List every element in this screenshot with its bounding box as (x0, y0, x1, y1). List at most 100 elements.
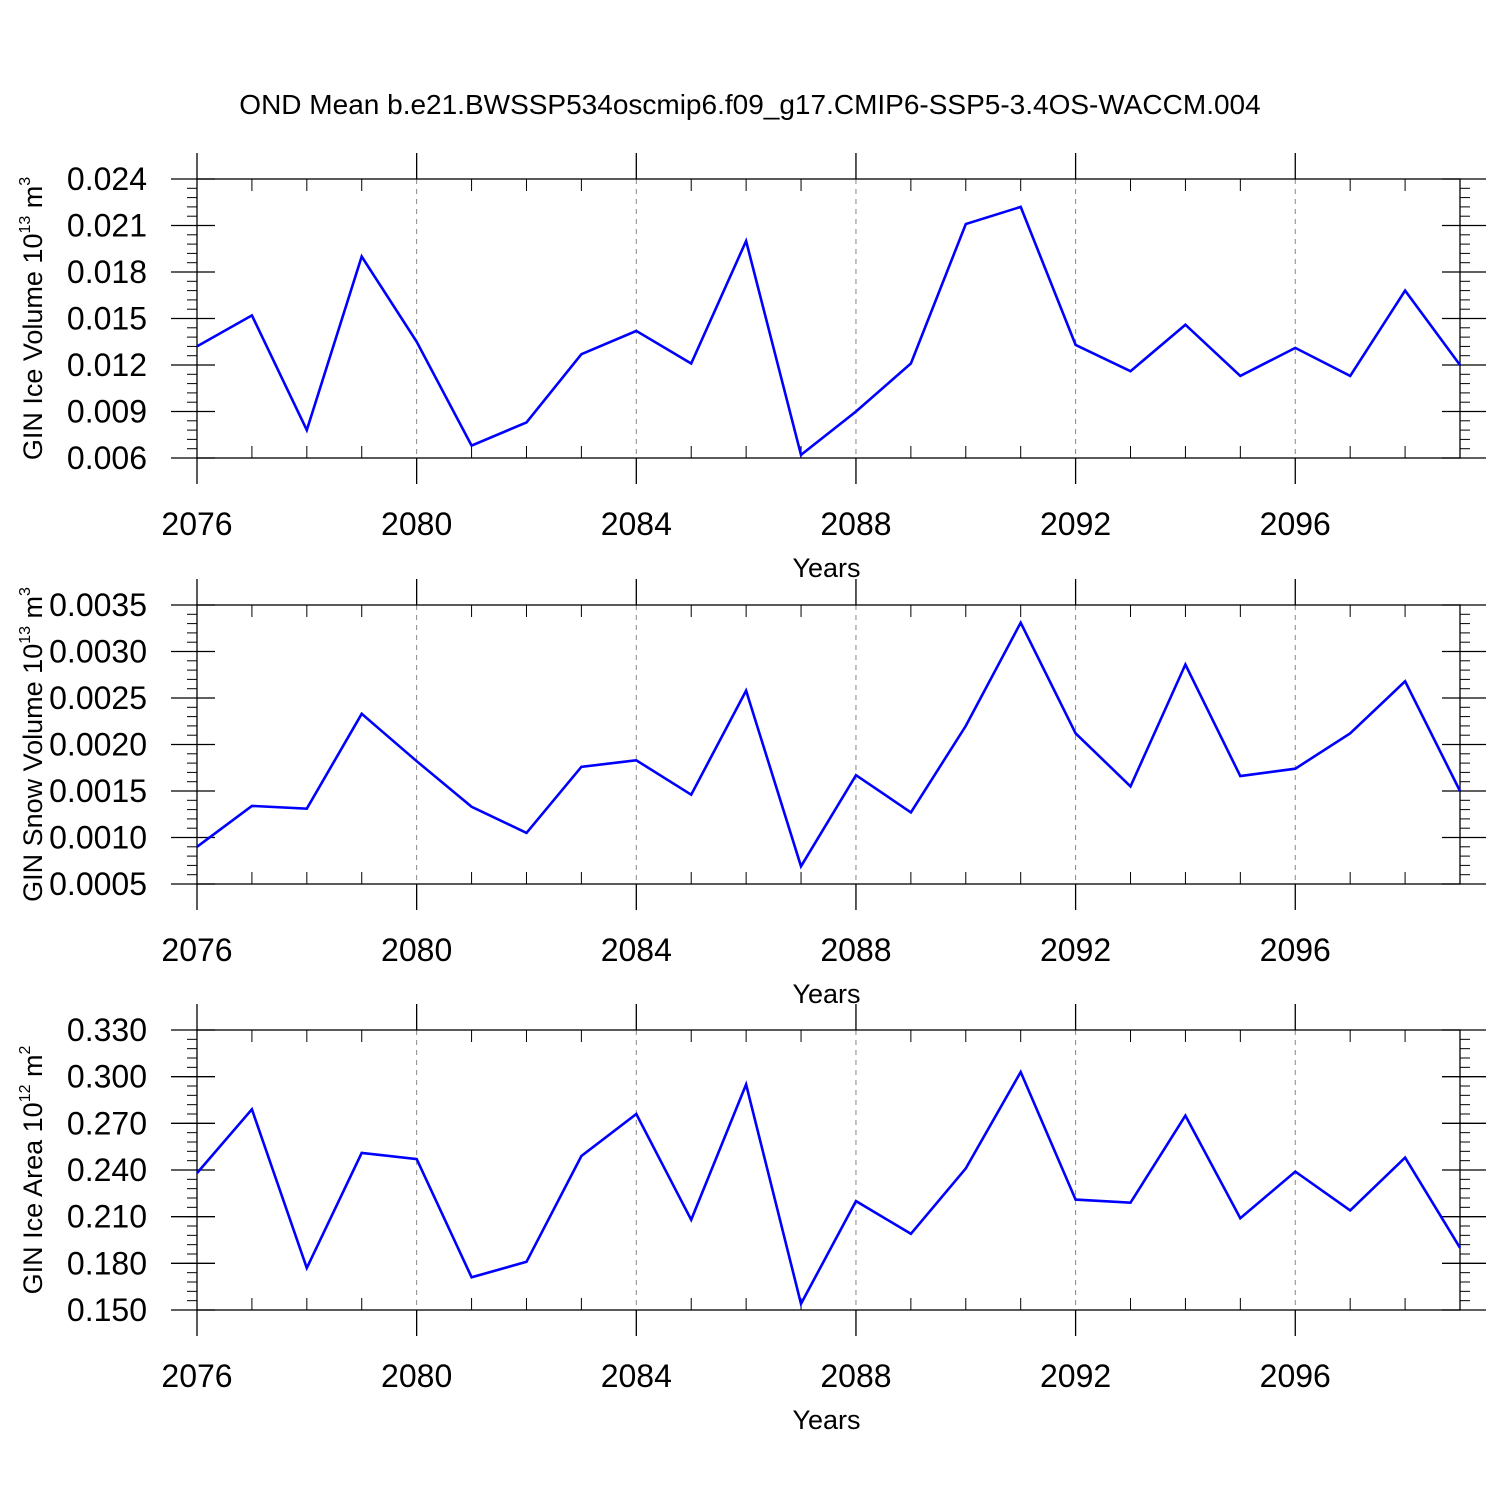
data-point-2098 (1403, 289, 1407, 293)
y-axis-label: GIN Ice Volume 1013 m3 (17, 177, 48, 460)
data-point-2095 (1238, 774, 1242, 778)
data-point-2096 (1293, 1170, 1297, 1174)
data-point-2081 (470, 805, 474, 809)
data-point-2081 (470, 1275, 474, 1279)
data-point-2091 (1019, 205, 1023, 209)
data-point-2081 (470, 444, 474, 448)
data-point-2088 (854, 410, 858, 414)
data-point-2080 (415, 340, 419, 344)
y-tick-label-0.024: 0.024 (67, 161, 147, 197)
data-point-2088 (854, 773, 858, 777)
data-point-2076 (195, 845, 199, 849)
y-tick-label-0.0010: 0.0010 (49, 820, 147, 856)
data-point-2087 (799, 453, 803, 457)
data-point-2082 (524, 1260, 528, 1264)
data-point-2085 (689, 361, 693, 365)
data-point-2087 (799, 1302, 803, 1306)
x-tick-label-2092: 2092 (1040, 1358, 1111, 1394)
data-point-2091 (1019, 1070, 1023, 1074)
data-point-2098 (1403, 1156, 1407, 1160)
data-point-2090 (964, 724, 968, 728)
x-tick-label-2096: 2096 (1260, 506, 1331, 542)
data-point-2076 (195, 1171, 199, 1175)
x-tick-label-2084: 2084 (601, 932, 672, 968)
y-tick-label-0.0025: 0.0025 (49, 680, 147, 716)
data-point-2083 (579, 1154, 583, 1158)
x-tick-label-2088: 2088 (820, 506, 891, 542)
data-point-2093 (1129, 1201, 1133, 1205)
data-point-2079 (360, 712, 364, 716)
data-point-2090 (964, 1166, 968, 1170)
data-point-2094 (1183, 323, 1187, 327)
data-point-2097 (1348, 1208, 1352, 1212)
figure-title: OND Mean b.e21.BWSSP534oscmip6.f09_g17.C… (239, 89, 1260, 120)
data-point-2096 (1293, 346, 1297, 350)
y-tick-label-0.0020: 0.0020 (49, 727, 147, 763)
x-tick-label-2076: 2076 (161, 932, 232, 968)
data-point-2097 (1348, 374, 1352, 378)
data-point-2079 (360, 1151, 364, 1155)
data-point-2086 (744, 1082, 748, 1086)
data-point-2095 (1238, 374, 1242, 378)
chart-panel-1: 2076 2080 2084 2088 2092 2096 0.006 0.009 0.012 0… (17, 153, 1486, 583)
data-point-2084 (634, 758, 638, 762)
data-point-2076 (195, 344, 199, 348)
y-tick-label-0.210: 0.210 (67, 1199, 147, 1235)
data-point-2092 (1074, 731, 1078, 735)
y-tick-label-0.021: 0.021 (67, 208, 147, 244)
data-point-2080 (415, 759, 419, 763)
data-point-2093 (1129, 784, 1133, 788)
data-point-2095 (1238, 1216, 1242, 1220)
data-point-2078 (305, 428, 309, 432)
data-point-2083 (579, 765, 583, 769)
chart-panel-2: 2076 2080 2084 2088 2092 2096 0.0005 0.0010 0.00… (17, 579, 1486, 1009)
data-point-2094 (1183, 1114, 1187, 1118)
y-tick-label-0.018: 0.018 (67, 254, 147, 290)
data-point-2089 (909, 1232, 913, 1236)
x-tick-label-2076: 2076 (161, 1358, 232, 1394)
data-point-2093 (1129, 369, 1133, 373)
y-tick-label-0.0005: 0.0005 (49, 866, 147, 902)
y-tick-label-0.015: 0.015 (67, 301, 147, 337)
x-tick-label-2096: 2096 (1260, 932, 1331, 968)
x-axis-label: Years (792, 1405, 860, 1435)
data-point-2089 (909, 810, 913, 814)
y-tick-label-0.0030: 0.0030 (49, 634, 147, 670)
y-tick-label-0.240: 0.240 (67, 1152, 147, 1188)
y-tick-label-0.330: 0.330 (67, 1012, 147, 1048)
panels: 2076 2080 2084 2088 2092 2096 0.006 0.009 0.012 0… (17, 153, 1486, 1435)
y-tick-label-0.0015: 0.0015 (49, 773, 147, 809)
x-tick-label-2080: 2080 (381, 1358, 452, 1394)
data-point-2099 (1458, 1246, 1462, 1250)
x-axis-label: Years (792, 979, 860, 1009)
y-tick-label-0.012: 0.012 (67, 347, 147, 383)
x-axis-label: Years (792, 553, 860, 583)
y-axis-label: GIN Snow Volume 1013 m3 (17, 587, 48, 902)
x-tick-label-2080: 2080 (381, 506, 452, 542)
data-point-2097 (1348, 731, 1352, 735)
data-point-2096 (1293, 767, 1297, 771)
data-point-2099 (1458, 789, 1462, 793)
data-point-2088 (854, 1199, 858, 1203)
data-point-2083 (579, 352, 583, 356)
data-point-2087 (799, 864, 803, 868)
data-point-2090 (964, 222, 968, 226)
data-point-2084 (634, 1112, 638, 1116)
y-tick-label-0.270: 0.270 (67, 1105, 147, 1141)
x-tick-label-2088: 2088 (820, 1358, 891, 1394)
x-tick-label-2092: 2092 (1040, 506, 1111, 542)
data-point-2091 (1019, 621, 1023, 625)
x-tick-label-2092: 2092 (1040, 932, 1111, 968)
y-tick-label-0.300: 0.300 (67, 1059, 147, 1095)
y-tick-label-0.006: 0.006 (67, 440, 147, 476)
data-point-2082 (524, 420, 528, 424)
data-point-2092 (1074, 343, 1078, 347)
series-line (196, 205, 1462, 458)
data-point-2099 (1458, 363, 1462, 367)
y-axis-label: GIN Ice Area 1012 m2 (17, 1046, 48, 1295)
data-point-2079 (360, 255, 364, 259)
data-point-2092 (1074, 1198, 1078, 1202)
y-tick-label-0.009: 0.009 (67, 394, 147, 430)
